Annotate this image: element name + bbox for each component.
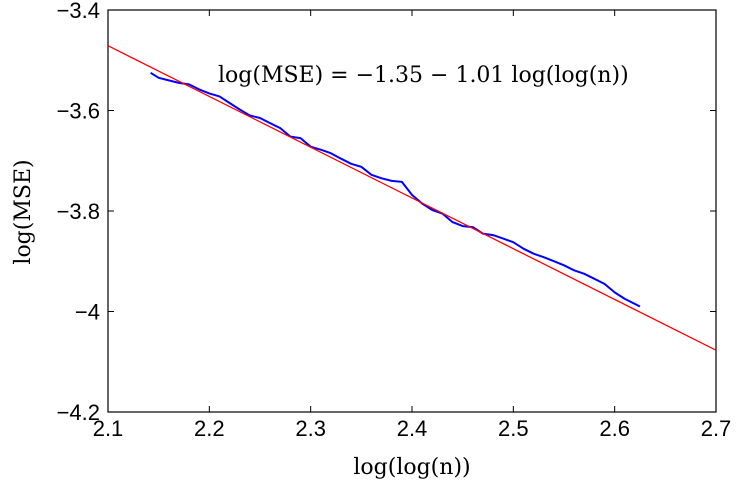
x-tick-label: 2.5 — [498, 416, 529, 441]
x-tick-label: 2.1 — [93, 416, 124, 441]
x-tick-label: 2.4 — [397, 416, 428, 441]
x-tick-label: 2.6 — [599, 416, 630, 441]
y-axis-label: log(MSE) — [11, 159, 36, 264]
y-tick-label: −3.4 — [57, 0, 100, 23]
y-tick-label: −4.2 — [57, 400, 100, 425]
x-axis-label: log(log(n)) — [353, 455, 470, 480]
y-tick-label: −3.8 — [57, 199, 100, 224]
series-mse-line — [150, 71, 641, 308]
x-tick-label: 2.2 — [194, 416, 225, 441]
x-axis: 2.1 2.2 2.3 2.4 2.5 2.6 2.7 — [93, 10, 732, 441]
plot-frame — [107, 9, 717, 413]
x-tick-label: 2.3 — [295, 416, 326, 441]
x-tick-label: 2.7 — [701, 416, 732, 441]
y-tick-label: −3.6 — [57, 99, 100, 124]
series-fit-line — [107, 45, 717, 351]
series-layer — [107, 45, 717, 351]
regression-equation: log(MSE) = −1.35 − 1.01 log(log(n)) — [218, 63, 629, 88]
plot-area — [107, 9, 717, 413]
y-tick-label: −4 — [75, 300, 100, 325]
y-axis: −4.2 −4 −3.8 −3.6 −3.4 — [57, 0, 716, 425]
